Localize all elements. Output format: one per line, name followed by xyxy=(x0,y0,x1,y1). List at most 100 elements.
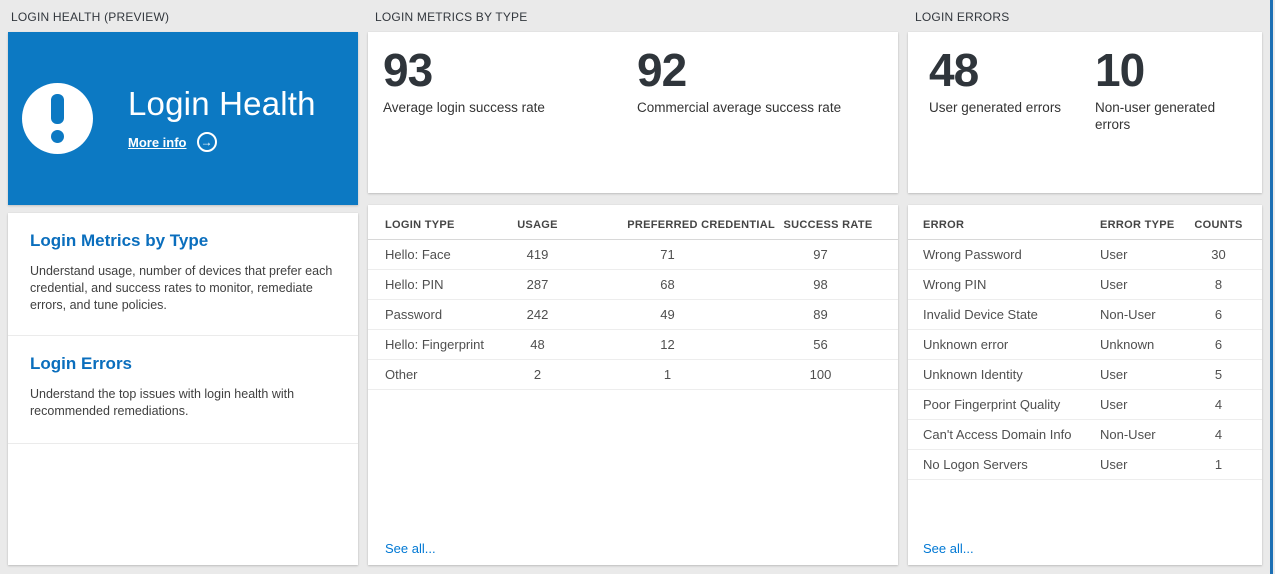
column-header-error: ERROR xyxy=(923,219,965,231)
cell-counts: 6 xyxy=(1214,307,1223,322)
cell-success-rate: 98 xyxy=(813,277,828,292)
table-row: Unknown error Unknown 6 xyxy=(908,330,1262,360)
stat-label: Non-user generated errors xyxy=(1095,100,1216,132)
cell-counts: 5 xyxy=(1214,367,1223,382)
login-health-info-card: Login Metrics by Type Understand usage, … xyxy=(8,213,358,565)
tile-title: Login Health xyxy=(128,85,316,122)
table-row: Invalid Device State Non-User 6 xyxy=(908,300,1262,330)
stat-value: 48 xyxy=(929,44,979,96)
stat-average-success-rate: 93 Average login success rate xyxy=(383,44,637,193)
stat-non-user-generated-errors: 10 Non-user generated errors xyxy=(1095,44,1255,193)
stat-label: Commercial average success rate xyxy=(637,100,842,115)
cell-preferred-credential: 68 xyxy=(660,277,675,292)
cell-error-type: User xyxy=(1100,367,1128,382)
cell-success-rate: 89 xyxy=(813,307,828,322)
cell-error: Wrong Password xyxy=(923,247,1022,262)
column-login-metrics: LOGIN METRICS BY TYPE 93 Average login s… xyxy=(368,0,898,565)
cell-usage: 242 xyxy=(526,307,549,322)
see-all-link-errors[interactable]: See all... xyxy=(923,541,974,556)
cell-counts: 1 xyxy=(1214,457,1223,472)
cell-error: Can't Access Domain Info xyxy=(923,427,1072,442)
login-errors-table-card: ERROR ERROR TYPE COUNTS Wrong Password U… xyxy=(908,205,1262,565)
more-info-link[interactable]: More info xyxy=(128,134,187,150)
cell-error: Invalid Device State xyxy=(923,307,1038,322)
cell-preferred-credential: 12 xyxy=(660,337,675,352)
cell-error-type: User xyxy=(1100,247,1128,262)
cell-success-rate: 100 xyxy=(809,367,832,382)
cell-error-type: Non-User xyxy=(1100,427,1156,442)
cell-counts: 4 xyxy=(1214,427,1223,442)
table-row: No Logon Servers User 1 xyxy=(908,450,1262,480)
section-title-login-errors[interactable]: Login Errors xyxy=(30,354,133,373)
cell-error-type: User xyxy=(1100,277,1128,292)
column-login-health: LOGIN HEALTH (PREVIEW) Login Health More… xyxy=(8,0,358,565)
arrow-right-circle-icon[interactable]: → xyxy=(196,132,217,152)
table-row: Wrong PIN User 8 xyxy=(908,270,1262,300)
table-row: Other 2 1 100 xyxy=(368,360,898,390)
login-health-tile[interactable]: Login Health More info → xyxy=(8,32,358,205)
more-info-row: More info → xyxy=(128,132,316,152)
cell-counts: 6 xyxy=(1214,337,1223,352)
see-all-link-metrics[interactable]: See all... xyxy=(385,541,436,556)
table-header-row: ERROR ERROR TYPE COUNTS xyxy=(908,205,1262,240)
column-header-login-type: LOGIN TYPE xyxy=(385,219,455,231)
cell-counts: 8 xyxy=(1214,277,1223,292)
section-login-errors: Login Errors Understand the top issues w… xyxy=(8,336,358,444)
table-row: Hello: Fingerprint 48 12 56 xyxy=(368,330,898,360)
cell-success-rate: 56 xyxy=(813,337,828,352)
column-header-preferred-credential: PREFERRED CREDENTIAL xyxy=(627,219,775,231)
cell-counts: 30 xyxy=(1211,247,1226,262)
cell-login-type: Password xyxy=(385,307,443,322)
cell-preferred-credential: 1 xyxy=(663,367,672,382)
column-header-counts: COUNTS xyxy=(1194,219,1243,231)
cell-error-type: Non-User xyxy=(1100,307,1156,322)
table-header-row: LOGIN TYPE USAGE PREFERRED CREDENTIAL SU… xyxy=(368,205,898,240)
login-errors-stats-card: 48 User generated errors 10 Non-user gen… xyxy=(908,32,1262,193)
cell-error-type: User xyxy=(1100,397,1128,412)
table-row: Hello: Face 419 71 97 xyxy=(368,240,898,270)
stat-label: User generated errors xyxy=(929,100,1062,115)
login-metrics-table-card: LOGIN TYPE USAGE PREFERRED CREDENTIAL SU… xyxy=(368,205,898,565)
cell-counts: 4 xyxy=(1214,397,1223,412)
cell-preferred-credential: 49 xyxy=(660,307,675,322)
stat-value: 93 xyxy=(383,44,433,96)
section-title-login-metrics[interactable]: Login Metrics by Type xyxy=(30,231,209,250)
stat-user-generated-errors: 48 User generated errors xyxy=(929,44,1095,193)
column-caption-login-errors: LOGIN ERRORS xyxy=(915,10,1010,24)
login-metrics-stats-card: 93 Average login success rate 92 Commerc… xyxy=(368,32,898,193)
cell-error-type: User xyxy=(1100,457,1128,472)
table-row: Hello: PIN 287 68 98 xyxy=(368,270,898,300)
cell-success-rate: 97 xyxy=(813,247,828,262)
table-row: Wrong Password User 30 xyxy=(908,240,1262,270)
table-row: Password 242 49 89 xyxy=(368,300,898,330)
table-row: Can't Access Domain Info Non-User 4 xyxy=(908,420,1262,450)
stat-value: 92 xyxy=(637,44,687,96)
table-row: Unknown Identity User 5 xyxy=(908,360,1262,390)
cell-error-type: Unknown xyxy=(1100,337,1155,352)
cell-login-type: Hello: Face xyxy=(385,247,451,262)
cell-usage: 48 xyxy=(530,337,545,352)
cell-error: Wrong PIN xyxy=(923,277,987,292)
stat-label: Average login success rate xyxy=(383,100,545,115)
tile-text-block: Login Health More info → xyxy=(128,85,316,152)
column-login-errors: LOGIN ERRORS 48 User generated errors 10… xyxy=(908,0,1262,565)
section-login-metrics-by-type: Login Metrics by Type Understand usage, … xyxy=(8,213,358,336)
column-header-error-type: ERROR TYPE xyxy=(1100,219,1175,231)
cell-error: Unknown Identity xyxy=(923,367,1023,382)
exclamation-icon xyxy=(22,83,93,154)
column-header-success-rate: SUCCESS RATE xyxy=(783,219,873,231)
cell-usage: 2 xyxy=(533,367,542,382)
blade-edge-divider xyxy=(1270,0,1273,574)
cell-error: Poor Fingerprint Quality xyxy=(923,397,1061,412)
stat-value: 10 xyxy=(1095,44,1145,96)
cell-error: Unknown error xyxy=(923,337,1009,352)
cell-error: No Logon Servers xyxy=(923,457,1028,472)
stat-commercial-success-rate: 92 Commercial average success rate xyxy=(637,44,897,193)
cell-login-type: Other xyxy=(385,367,418,382)
column-header-usage: USAGE xyxy=(517,219,558,231)
cell-login-type: Hello: Fingerprint xyxy=(385,337,484,352)
cell-preferred-credential: 71 xyxy=(660,247,675,262)
section-body-login-metrics: Understand usage, number of devices that… xyxy=(30,264,333,312)
column-caption-login-health: LOGIN HEALTH (PREVIEW) xyxy=(11,10,170,24)
